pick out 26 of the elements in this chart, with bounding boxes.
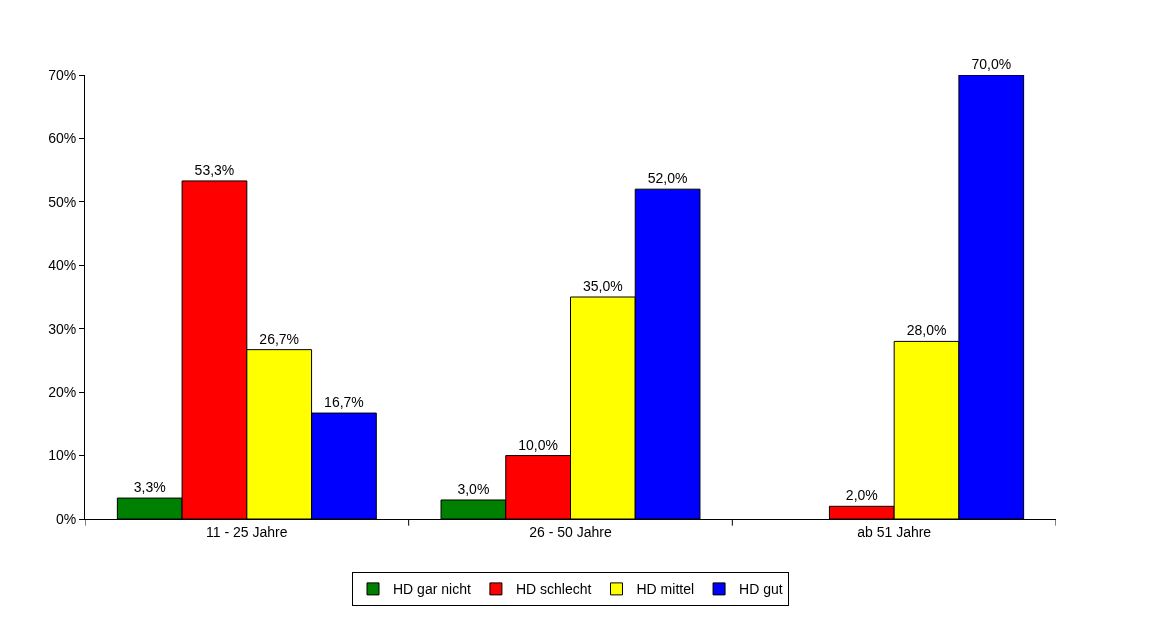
legend-label: HD schlecht xyxy=(515,581,592,598)
data-label: 26,7% xyxy=(259,330,300,347)
data-label: 3,0% xyxy=(457,480,490,497)
x-tick-label: ab 51 Jahre xyxy=(857,523,932,540)
legend-label: HD mittel xyxy=(636,581,695,598)
data-label: 70,0% xyxy=(971,56,1012,72)
y-tick-label: 10% xyxy=(48,447,77,464)
data-label: 2,0% xyxy=(845,487,878,504)
y-tick-label: 0% xyxy=(55,510,77,527)
x-tick-label: 26 - 50 Jahre xyxy=(529,523,612,540)
y-tick-label: 20% xyxy=(48,384,77,401)
data-label: 10,0% xyxy=(518,436,558,453)
data-label: 53,3% xyxy=(194,161,235,178)
x-tick-label: 11 - 25 Jahre xyxy=(206,523,288,540)
y-tick-label: 30% xyxy=(48,320,77,337)
y-tick-label: 40% xyxy=(48,257,77,274)
y-tick-label: 50% xyxy=(48,193,77,210)
data-label: 28,0% xyxy=(906,322,947,339)
data-label: 3,3% xyxy=(133,479,166,496)
y-tick-label: 70% xyxy=(48,66,77,83)
legend-label: HD gut xyxy=(739,581,783,598)
legend-label: HD gar nicht xyxy=(393,581,471,598)
data-label: 35,0% xyxy=(583,278,623,294)
data-label: 52,0% xyxy=(647,170,688,187)
data-label: 16,7% xyxy=(324,394,364,411)
y-tick-label: 60% xyxy=(48,130,77,147)
